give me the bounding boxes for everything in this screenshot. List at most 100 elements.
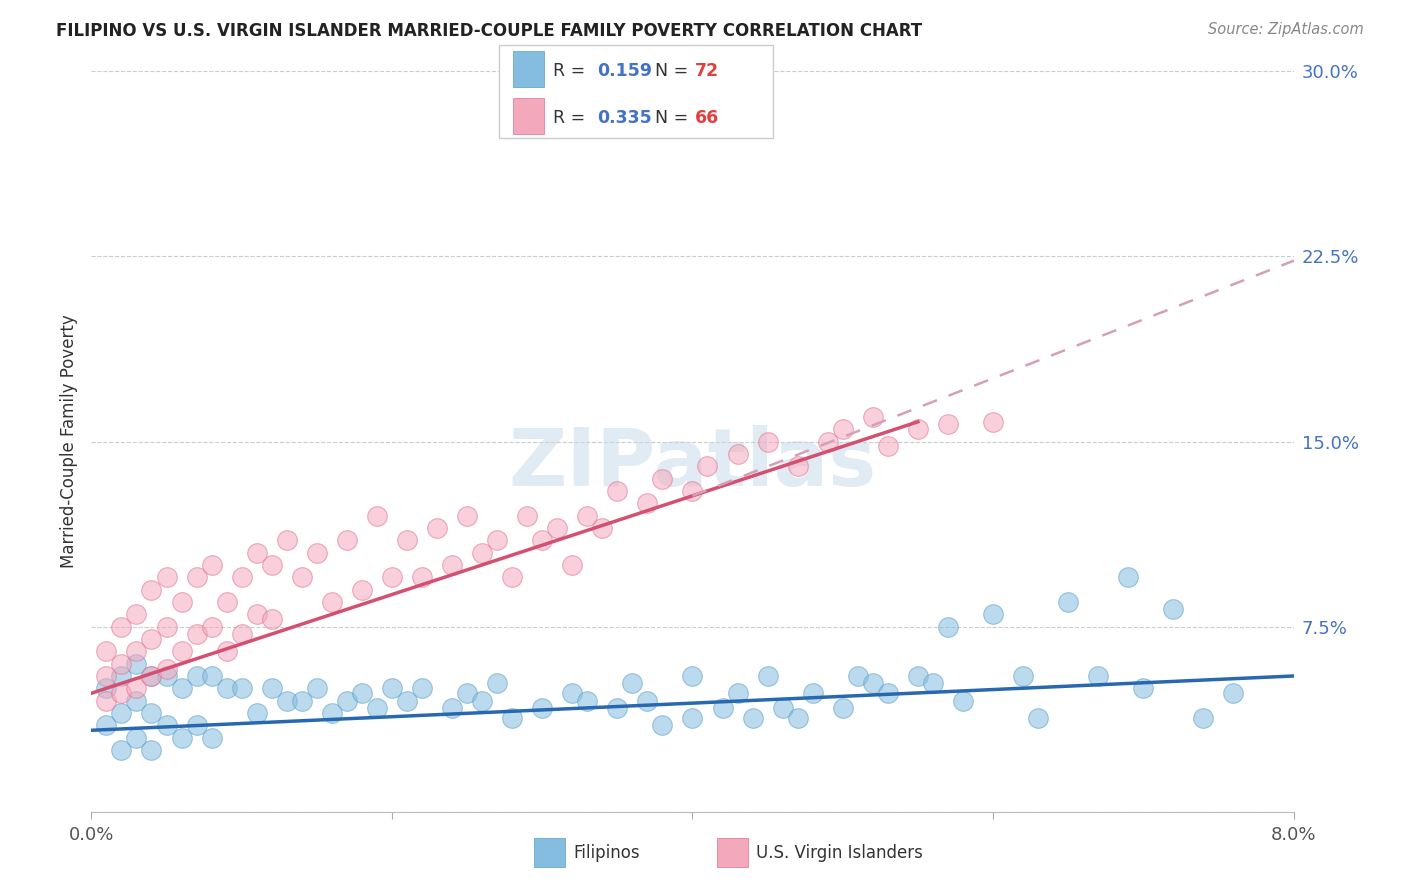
Point (141, 632, 163, 646)
Point (636, 694, 658, 708)
Point (110, 657, 132, 671)
Point (276, 533, 298, 548)
Point (201, 558, 224, 572)
Point (321, 595, 343, 609)
Point (576, 508, 599, 523)
Point (366, 508, 388, 523)
Point (141, 669, 163, 683)
Point (291, 694, 314, 708)
Text: 0.159: 0.159 (598, 62, 652, 79)
Point (411, 681, 433, 696)
Point (170, 595, 193, 609)
Point (727, 686, 749, 700)
Point (456, 686, 478, 700)
Point (276, 694, 298, 708)
Point (907, 422, 929, 436)
Point (231, 627, 253, 641)
Text: ZIPatlas: ZIPatlas (509, 425, 876, 503)
Point (440, 701, 463, 715)
Point (486, 676, 509, 690)
Point (936, 619, 959, 633)
Point (231, 570, 253, 584)
Point (801, 686, 824, 700)
Point (876, 686, 898, 700)
Point (350, 582, 373, 597)
Text: Source: ZipAtlas.com: Source: ZipAtlas.com (1208, 22, 1364, 37)
Point (96, 718, 118, 732)
Y-axis label: Married-Couple Family Poverty: Married-Couple Family Poverty (59, 315, 77, 568)
Point (260, 558, 283, 572)
Point (831, 701, 853, 715)
Point (155, 619, 177, 633)
Point (651, 718, 673, 732)
Point (1132, 681, 1154, 696)
Point (516, 508, 538, 523)
Point (741, 711, 763, 725)
Point (486, 533, 509, 548)
Point (141, 743, 163, 757)
Point (381, 681, 404, 696)
Point (395, 533, 418, 548)
Point (141, 582, 163, 597)
Point (125, 681, 148, 696)
Point (1026, 711, 1049, 725)
Point (1116, 570, 1139, 584)
Text: N =: N = (655, 109, 695, 127)
Point (651, 471, 673, 485)
Point (201, 619, 224, 633)
Point (471, 694, 494, 708)
Point (155, 662, 177, 676)
Point (155, 570, 177, 584)
Point (756, 669, 779, 683)
Point (862, 676, 884, 690)
Point (260, 681, 283, 696)
Point (350, 686, 373, 700)
Point (110, 669, 132, 683)
Point (981, 607, 1004, 622)
Point (186, 570, 208, 584)
Text: 66: 66 (695, 109, 718, 127)
Text: FILIPINO VS U.S. VIRGIN ISLANDER MARRIED-COUPLE FAMILY POVERTY CORRELATION CHART: FILIPINO VS U.S. VIRGIN ISLANDER MARRIED… (56, 22, 922, 40)
Point (201, 731, 224, 745)
Text: R =: R = (553, 109, 591, 127)
Point (772, 701, 794, 715)
Point (110, 686, 132, 700)
Point (170, 644, 193, 658)
Point (936, 417, 959, 432)
Point (411, 570, 433, 584)
Point (141, 706, 163, 720)
Point (1087, 669, 1109, 683)
Point (876, 440, 898, 454)
Point (336, 533, 359, 548)
Point (456, 508, 478, 523)
Point (395, 694, 418, 708)
Point (440, 558, 463, 572)
Point (336, 694, 359, 708)
Point (96, 694, 118, 708)
Point (786, 711, 808, 725)
Point (186, 627, 208, 641)
Point (711, 701, 734, 715)
Point (366, 701, 388, 715)
Point (531, 701, 554, 715)
Point (246, 706, 269, 720)
Point (231, 681, 253, 696)
Text: Filipinos: Filipinos (574, 844, 640, 862)
Point (125, 657, 148, 671)
Point (756, 434, 779, 449)
Point (681, 711, 703, 725)
Point (817, 434, 839, 449)
Text: 72: 72 (695, 62, 718, 79)
Point (1161, 602, 1184, 616)
Point (1057, 595, 1080, 609)
Point (831, 422, 853, 436)
Point (501, 570, 523, 584)
Point (141, 669, 163, 683)
Point (260, 612, 283, 626)
Point (576, 694, 599, 708)
Point (125, 644, 148, 658)
Point (186, 669, 208, 683)
Point (215, 595, 238, 609)
Point (426, 521, 449, 535)
Text: R =: R = (553, 62, 591, 79)
